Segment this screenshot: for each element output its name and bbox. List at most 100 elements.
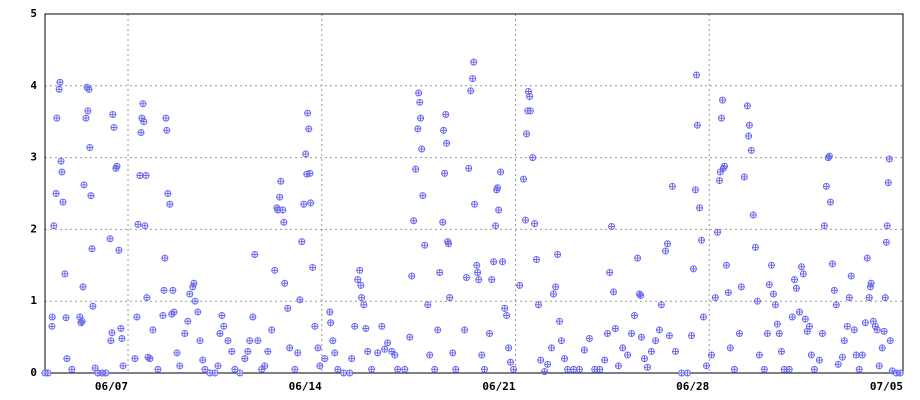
point [55,85,63,93]
point [241,355,249,363]
point [637,333,645,341]
point [56,78,64,86]
point [751,243,759,251]
point [184,317,192,325]
point [745,132,753,140]
point [832,301,840,309]
point [585,335,593,342]
point [271,266,279,274]
point [885,155,893,163]
point [264,348,272,355]
point [663,240,671,248]
point [826,198,834,206]
point [820,222,828,230]
point [80,181,88,189]
point [48,322,56,330]
point [556,317,564,325]
point [186,290,194,298]
point [279,206,287,214]
y-tick-label: 4 [30,79,37,92]
point [698,236,706,244]
point [503,312,511,319]
point [715,177,723,185]
point [668,182,676,190]
point [533,256,541,263]
point [52,190,60,197]
point [843,322,851,330]
point [845,294,853,302]
point [117,325,125,332]
point [415,89,423,97]
point [469,75,477,83]
point [850,326,858,334]
point [412,165,420,173]
point [173,349,181,357]
point [564,365,572,373]
point [110,124,118,131]
point [724,289,732,297]
point [570,365,578,373]
y-tick-label: 1 [30,294,37,307]
point [875,362,883,370]
point [424,301,432,309]
point [634,254,642,262]
point [717,114,725,122]
point [374,349,382,357]
point [803,327,811,335]
point [520,175,528,183]
point [495,206,503,214]
point [445,240,453,248]
point [196,337,204,345]
point [91,364,99,372]
point [747,146,755,154]
point [773,320,781,328]
point [452,365,460,373]
point [818,330,826,337]
point [199,356,207,364]
point [805,322,813,330]
point [224,337,232,345]
point [113,162,121,170]
point [106,235,114,243]
point [863,254,871,262]
point [446,294,454,302]
point [852,351,860,359]
x-tick-label: 06/28 [676,380,709,393]
point [830,287,838,294]
point [815,356,823,364]
point [473,261,481,269]
point [463,274,471,281]
point [216,330,224,337]
point [201,365,209,373]
point [307,199,315,207]
point [426,351,434,359]
point [497,168,505,176]
point [300,200,308,208]
point [170,308,178,316]
point [771,301,779,309]
point [327,319,335,327]
point [431,365,439,373]
point [526,93,534,100]
point [544,360,552,368]
point [671,348,679,355]
point [516,281,524,289]
point [475,276,483,284]
point [689,265,697,273]
y-tick-label: 3 [30,151,37,164]
point [140,118,148,126]
point [740,173,748,181]
point [138,114,146,122]
point [726,344,734,352]
point [316,362,324,370]
point [61,270,69,278]
plot-frame [44,13,904,374]
point [85,85,93,93]
point [884,179,892,187]
point [531,220,539,228]
point [609,288,617,296]
point [378,322,386,330]
point [753,297,761,305]
